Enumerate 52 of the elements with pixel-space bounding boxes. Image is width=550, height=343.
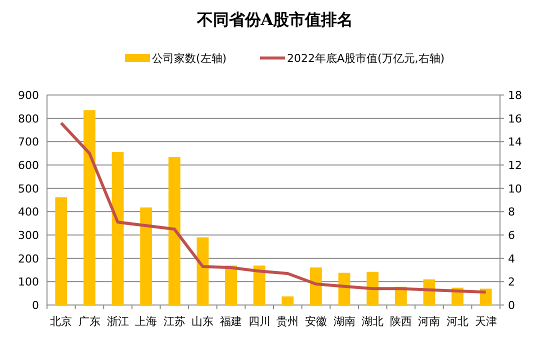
x-tick-label: 河北 [446,315,469,328]
y-tick-label: 600 [18,159,39,172]
y2-tick-label: 10 [508,182,522,196]
bar [253,266,266,305]
bar [168,157,180,305]
bar [112,152,124,305]
bar [480,288,492,305]
x-tick-label: 安徽 [304,315,327,328]
x-tick-label: 湖北 [362,315,384,328]
x-tick-label: 北京 [50,315,72,328]
x-tick-label: 福建 [220,315,242,328]
bar [55,197,68,305]
y-tick-label: 700 [18,136,39,149]
bar [366,272,379,305]
x-tick-label: 江苏 [163,315,186,328]
bar [225,266,237,305]
bar [196,237,209,305]
x-tick-label: 河南 [418,315,440,328]
y-tick-label: 100 [18,276,39,289]
y-tick-label: 300 [18,229,39,242]
x-tick-label: 山东 [192,315,214,328]
bar [140,207,152,305]
y-tick-label: 0 [32,299,39,312]
bar [310,267,322,305]
x-tick-label: 四川 [248,315,270,328]
y2-tick-label: 4 [508,252,515,266]
x-tick-label: 湖南 [333,315,356,328]
bar [84,110,96,305]
y-tick-label: 800 [18,112,39,126]
x-tick-label: 浙江 [106,315,129,328]
y-tick-label: 200 [18,252,39,266]
legend-label: 2022年底A股市值(万亿元,右轴) [287,52,445,65]
legend-label: 公司家数(左轴) [152,52,227,65]
y2-tick-label: 6 [508,229,515,242]
y-tick-label: 400 [18,206,39,219]
y-tick-label: 500 [18,182,39,196]
x-tick-label: 广东 [78,315,100,328]
y2-tick-label: 18 [508,89,522,102]
x-tick-label: 天津 [474,315,497,328]
y2-tick-label: 16 [508,112,522,126]
y2-tick-label: 0 [508,299,515,312]
bar [282,296,294,305]
y2-tick-label: 2 [508,276,515,289]
x-tick-label: 陕西 [390,315,412,328]
y2-tick-label: 8 [508,206,515,219]
x-tick-label: 上海 [135,315,158,328]
x-tick-label: 贵州 [276,315,299,328]
chart-title: 不同省份A股市值排名 [196,10,354,29]
y2-tick-label: 12 [508,159,522,172]
line-series [60,122,488,294]
y-tick-label: 900 [18,89,39,102]
y2-tick-label: 14 [508,136,522,149]
